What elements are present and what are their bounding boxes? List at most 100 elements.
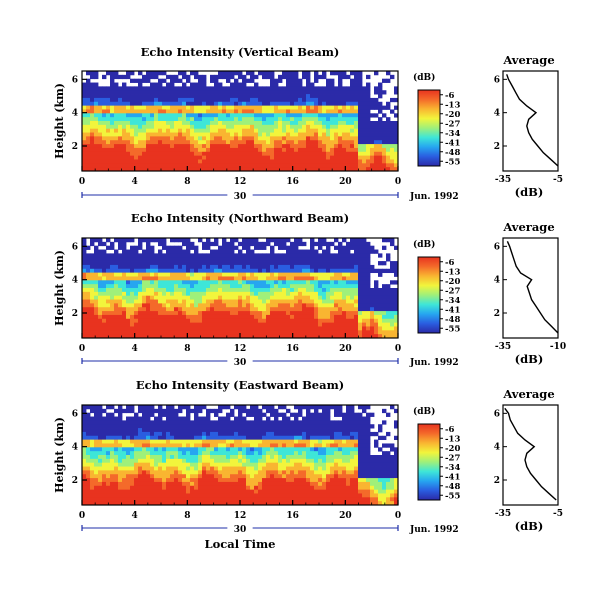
- heat-cell: [106, 295, 111, 300]
- heat-cell: [222, 318, 227, 324]
- heat-cell: [206, 117, 211, 122]
- heat-cell: [298, 303, 303, 308]
- heat-cell: [394, 113, 399, 118]
- heat-cell: [118, 311, 123, 316]
- heat-cell: [226, 101, 231, 107]
- heat-cell: [154, 288, 159, 293]
- heat-cell: [190, 291, 195, 297]
- heat-cell: [142, 121, 147, 126]
- heat-cell: [382, 245, 387, 250]
- heat-cell: [102, 307, 107, 312]
- heat-cell: [142, 435, 147, 441]
- heat-cell: [366, 147, 371, 153]
- heat-cell: [158, 424, 163, 429]
- heat-cell: [278, 322, 283, 327]
- heat-cell: [378, 136, 383, 141]
- heat-cell: [390, 268, 395, 274]
- heat-cell: [298, 128, 303, 133]
- heat-cell: [242, 105, 247, 110]
- heat-cell: [82, 280, 87, 285]
- heat-cell: [246, 136, 251, 141]
- heat-cell: [142, 299, 147, 304]
- heat-cell: [238, 136, 243, 141]
- heat-cell: [314, 124, 319, 130]
- heat-cell: [282, 163, 287, 168]
- heat-cell: [266, 253, 271, 258]
- heat-cell: [286, 117, 291, 122]
- heat-cell: [358, 318, 363, 324]
- heat-cell: [82, 485, 87, 491]
- heat-cell: [302, 86, 307, 91]
- heat-cell: [378, 128, 383, 133]
- heat-cell: [270, 253, 275, 258]
- heat-cell: [86, 435, 91, 441]
- heat-cell: [230, 241, 235, 247]
- heat-cell: [274, 326, 279, 331]
- heat-cell: [174, 151, 179, 157]
- heat-cell: [314, 272, 319, 277]
- heat-cell: [90, 416, 95, 421]
- heat-cell: [318, 124, 323, 130]
- heat-cell: [198, 474, 203, 479]
- heat-cell: [158, 485, 163, 491]
- heat-cell: [218, 424, 223, 429]
- heat-cell: [322, 109, 327, 114]
- heat-cell: [206, 264, 211, 270]
- heat-cell: [350, 253, 355, 258]
- heat-cell: [350, 167, 355, 172]
- heat-cell: [214, 318, 219, 324]
- heat-cell: [150, 295, 155, 300]
- heat-cell: [106, 497, 111, 502]
- heat-cell: [110, 311, 115, 316]
- heat-cell: [94, 435, 99, 441]
- heat-cell: [82, 288, 87, 293]
- heat-cell: [178, 90, 183, 95]
- colorbar-tick-label: -48: [445, 315, 460, 325]
- heat-cell: [154, 105, 159, 110]
- heat-cell: [382, 303, 387, 308]
- heat-cell: [350, 245, 355, 250]
- heat-cell: [178, 140, 183, 145]
- heat-cell: [130, 455, 135, 460]
- heat-cell: [330, 253, 335, 258]
- heat-cell: [142, 439, 147, 444]
- heat-cell: [238, 257, 243, 262]
- heat-cell: [290, 140, 295, 145]
- x-tick-label: 20: [339, 177, 352, 187]
- heat-cell: [170, 276, 175, 281]
- heat-cell: [170, 428, 175, 433]
- heat-cell: [102, 470, 107, 475]
- heat-cell: [150, 311, 155, 316]
- heat-cell: [162, 435, 167, 441]
- heat-cell: [170, 299, 175, 304]
- heat-cell: [86, 291, 91, 297]
- heat-cell: [98, 493, 103, 498]
- heat-cell: [318, 330, 323, 335]
- heat-cell: [390, 97, 395, 103]
- heat-cell: [270, 90, 275, 95]
- heat-cell: [190, 330, 195, 335]
- heat-cell: [154, 334, 159, 339]
- heat-cell: [222, 167, 227, 172]
- heat-cell: [198, 451, 203, 456]
- heat-cell: [154, 140, 159, 145]
- heat-cell: [170, 147, 175, 153]
- heat-cell: [294, 272, 299, 277]
- y-tick-label: 2: [72, 309, 78, 319]
- heat-cell: [106, 268, 111, 274]
- heat-cell: [162, 136, 167, 141]
- heat-cell: [314, 105, 319, 110]
- heat-cell: [146, 128, 151, 133]
- heat-cell: [290, 132, 295, 137]
- heat-cell: [294, 74, 299, 80]
- heat-cell: [190, 447, 195, 452]
- heat-cell: [94, 86, 99, 91]
- heat-cell: [350, 163, 355, 168]
- heat-cell: [162, 428, 167, 433]
- heat-cell: [178, 128, 183, 133]
- heat-cell: [158, 334, 163, 339]
- heat-cell: [242, 140, 247, 145]
- heat-cell: [114, 435, 119, 441]
- heat-cell: [318, 314, 323, 320]
- heat-cell: [94, 458, 99, 464]
